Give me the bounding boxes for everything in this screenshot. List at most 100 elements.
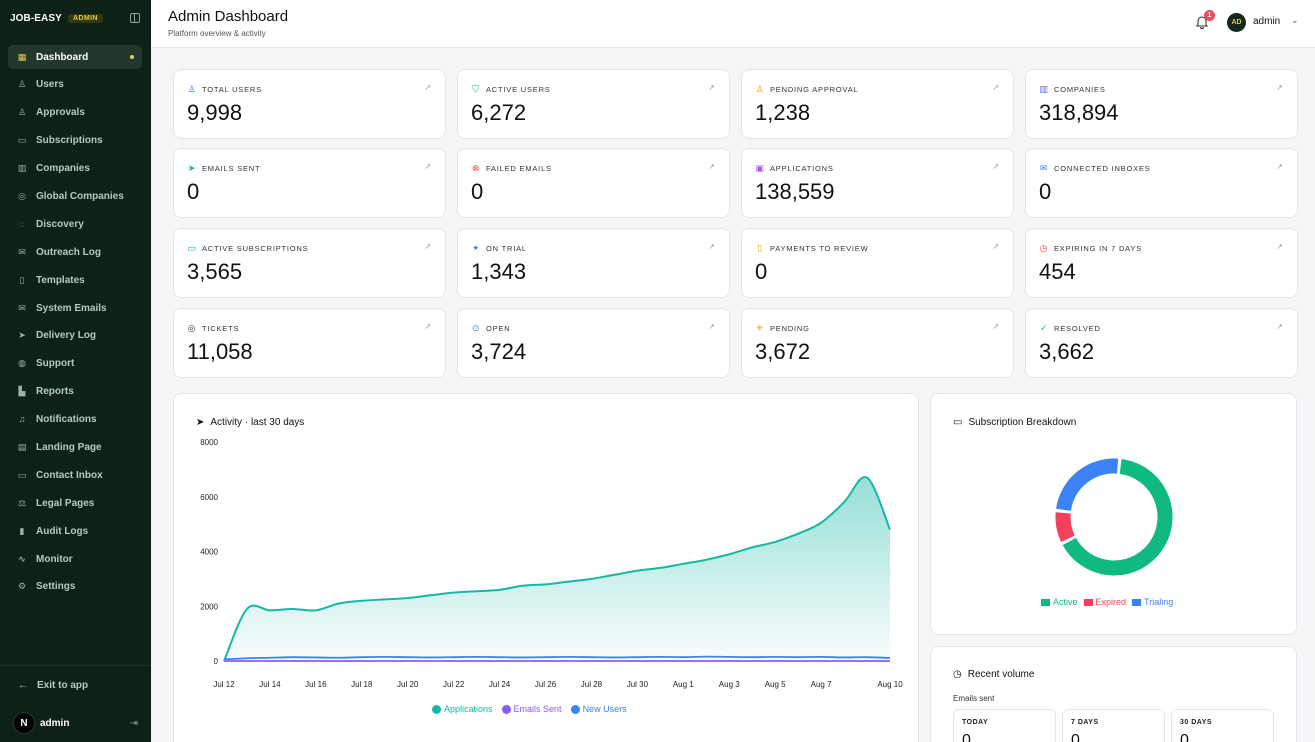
sidebar-item-settings[interactable]: ⚙ Settings (8, 575, 142, 599)
mail-icon: ✉ (18, 246, 26, 257)
sidebar-item-label: Audit Logs (36, 525, 89, 537)
sidebar-item-dashboard[interactable]: ▦ Dashboard (8, 45, 142, 69)
sidebar-item-discovery[interactable]: ◌ Discovery (8, 212, 142, 236)
legend-item-active[interactable]: Active (1041, 597, 1078, 607)
file-icon: ▯ (19, 274, 25, 285)
sidebar-item-legal-pages[interactable]: ⚖ Legal Pages (8, 491, 142, 515)
subscription-breakdown-card: ▭ Subscription Breakdown Active Expired Tr… (930, 393, 1297, 635)
legend-item-new-users[interactable]: New Users (570, 704, 627, 714)
stat-card-pending-approval[interactable]: ♙ PENDING APPROVAL 1,238 ↗ (741, 69, 1014, 139)
legend-swatch (1132, 598, 1142, 606)
legend-item-trialing[interactable]: Trialing (1132, 597, 1173, 607)
stat-card-total-users[interactable]: ♙ TOTAL USERS 9,998 ↗ (173, 69, 446, 139)
stat-label: ⊙ OPEN (471, 323, 510, 334)
sidebar-item-subscriptions[interactable]: ▭ Subscriptions (8, 129, 142, 153)
arrow-up-right-icon[interactable]: ↗ (708, 162, 715, 171)
volume-box-7-days: 7 DAYS 0 (1062, 709, 1165, 742)
sidebar-collapse-icon[interactable] (130, 13, 140, 23)
mail-icon: ✉ (1039, 163, 1049, 173)
arrow-up-right-icon[interactable]: ↗ (992, 83, 999, 92)
sidebar-item-delivery-log[interactable]: ➤ Delivery Log (8, 324, 142, 348)
sidebar-item-audit-logs[interactable]: ▮ Audit Logs (8, 519, 142, 543)
stat-card-connected-inboxes[interactable]: ✉ CONNECTED INBOXES 0 ↗ (1025, 148, 1298, 218)
stat-card-on-trial[interactable]: ✦ ON TRIAL 1,343 ↗ (457, 228, 730, 298)
legend-item-applications[interactable]: Applications (432, 704, 493, 714)
stat-label: ✓ RESOLVED (1039, 323, 1101, 334)
stat-card-resolved[interactable]: ✓ RESOLVED 3,662 ↗ (1025, 308, 1298, 378)
arrow-up-right-icon[interactable]: ↗ (708, 242, 715, 251)
arrow-up-right-icon[interactable]: ↗ (1276, 242, 1283, 251)
stat-label: ▥ COMPANIES (1039, 84, 1106, 95)
sidebar-item-support[interactable]: ◍ Support (8, 352, 142, 376)
sidebar-item-companies[interactable]: ▥ Companies (8, 157, 142, 181)
grid-icon: ▦ (17, 51, 27, 62)
stat-card-active-subscriptions[interactable]: ▭ ACTIVE SUBSCRIPTIONS 3,565 ↗ (173, 228, 446, 298)
stat-label-text: OPEN (486, 324, 511, 333)
x-tick-label: Jul 30 (627, 680, 649, 689)
arrow-up-right-icon[interactable]: ↗ (1276, 83, 1283, 92)
stat-card-open[interactable]: ⊙ OPEN 3,724 ↗ (457, 308, 730, 378)
arrow-up-right-icon[interactable]: ↗ (708, 322, 715, 331)
sidebar-item-outreach-log[interactable]: ✉ Outreach Log (8, 240, 142, 264)
stat-card-applications[interactable]: ▣ APPLICATIONS 138,559 ↗ (741, 148, 1014, 218)
sidebar-item-templates[interactable]: ▯ Templates (8, 268, 142, 292)
arrow-up-right-icon[interactable]: ↗ (1276, 162, 1283, 171)
pie-slice-expired[interactable] (1055, 512, 1075, 542)
arrow-up-right-icon[interactable]: ↗ (424, 162, 431, 171)
arrow-up-right-icon[interactable]: ↗ (708, 83, 715, 92)
sidebar-item-landing-page[interactable]: ▤ Landing Page (8, 435, 142, 459)
logout-icon[interactable]: ⇥ (129, 717, 138, 729)
stat-card-failed-emails[interactable]: ⊗ FAILED EMAILS 0 ↗ (457, 148, 730, 218)
stat-card-emails-sent[interactable]: ➤ EMAILS SENT 0 ↗ (173, 148, 446, 218)
user-clock-icon: ♙ (755, 84, 765, 94)
sidebar-item-contact-inbox[interactable]: ▭ Contact Inbox (8, 463, 142, 487)
stat-card-companies[interactable]: ▥ COMPANIES 318,894 ↗ (1025, 69, 1298, 139)
sidebar-item-label: Notifications (36, 414, 97, 426)
arrow-up-right-icon[interactable]: ↗ (424, 83, 431, 92)
sidebar-item-approvals[interactable]: ♙ Approvals (8, 101, 142, 125)
recent-volume-title: ◷ Recent volume (953, 669, 1034, 680)
page-title: Admin Dashboard (168, 8, 289, 25)
legend-label: Active (1053, 597, 1078, 607)
user-avatar[interactable]: AD (1227, 13, 1246, 32)
exit-to-app-button[interactable]: ← Exit to app (0, 666, 151, 704)
arrow-up-right-icon[interactable]: ↗ (992, 242, 999, 251)
sidebar-item-monitor[interactable]: ∿ Monitor (8, 547, 142, 571)
stat-value: 3,672 (755, 339, 811, 364)
sidebar-item-system-emails[interactable]: ✉ System Emails (8, 296, 142, 320)
stat-card-tickets[interactable]: ◎ TICKETS 11,058 ↗ (173, 308, 446, 378)
arrow-up-right-icon[interactable]: ↗ (1276, 322, 1283, 331)
exit-label: Exit to app (37, 679, 89, 691)
subscription-title-text: Subscription Breakdown (968, 417, 1077, 428)
arrow-up-right-icon[interactable]: ↗ (424, 242, 431, 251)
avatar[interactable]: N (13, 712, 35, 734)
compass-icon: ◌ (19, 218, 25, 229)
chevron-down-icon[interactable]: ⌄ (1291, 15, 1299, 25)
x-tick-label: Jul 28 (581, 680, 603, 689)
recent-volume-card: ◷ Recent volume Emails sent TODAY 0 7 DAYS… (930, 646, 1297, 742)
arrow-up-right-icon[interactable]: ↗ (992, 162, 999, 171)
legend-item-expired[interactable]: Expired (1083, 597, 1126, 607)
x-tick-label: Jul 16 (305, 680, 327, 689)
sidebar-item-users[interactable]: ♙ Users (8, 73, 142, 97)
stat-card-pending[interactable]: ✳ PENDING 3,672 ↗ (741, 308, 1014, 378)
stat-card-active-users[interactable]: ⛉ ACTIVE USERS 6,272 ↗ (457, 69, 730, 139)
stat-card-expiring-in-7-days[interactable]: ◷ EXPIRING IN 7 DAYS 454 ↗ (1025, 228, 1298, 298)
stat-value: 3,565 (187, 259, 243, 284)
shield-check-icon: ⛉ (472, 84, 480, 94)
y-tick-label: 8000 (200, 438, 218, 447)
sidebar-item-notifications[interactable]: ♫ Notifications (8, 408, 142, 432)
arrow-up-right-icon[interactable]: ↗ (424, 322, 431, 331)
stat-value: 318,894 (1039, 100, 1119, 125)
stat-card-payments-to-review[interactable]: ▯ PAYMENTS TO REVIEW 0 ↗ (741, 228, 1014, 298)
arrow-up-right-icon[interactable]: ↗ (992, 322, 999, 331)
globe-icon: ◎ (18, 190, 26, 201)
sidebar-user-name: admin (40, 717, 70, 729)
pie-slice-active[interactable] (1062, 458, 1173, 576)
sidebar-item-global-companies[interactable]: ◎ Global Companies (8, 184, 142, 208)
header-user-name[interactable]: admin (1253, 16, 1281, 27)
sidebar-item-reports[interactable]: ▙ Reports (8, 380, 142, 404)
stat-value: 3,724 (471, 339, 527, 364)
pie-slice-trialing[interactable] (1056, 458, 1119, 512)
legend-item-emails-sent[interactable]: Emails Sent (501, 704, 562, 714)
